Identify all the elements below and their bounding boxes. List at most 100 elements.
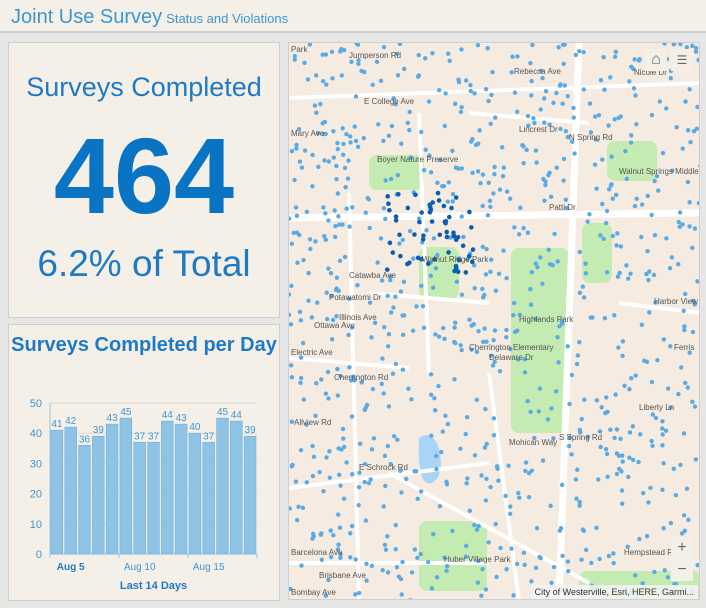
survey-point[interactable] [348,555,353,560]
survey-point[interactable] [540,75,545,81]
survey-point[interactable] [381,504,386,509]
survey-point[interactable] [561,61,566,67]
survey-point[interactable] [565,93,570,99]
survey-point[interactable] [682,528,688,534]
survey-point-selected[interactable] [449,205,454,211]
survey-point-selected[interactable] [470,247,476,252]
survey-point[interactable] [353,592,358,597]
survey-point[interactable] [628,271,633,276]
bar[interactable] [50,429,64,555]
survey-point[interactable] [349,325,355,330]
survey-point[interactable] [581,295,587,300]
survey-point[interactable] [330,76,335,81]
survey-point[interactable] [663,428,669,433]
survey-point[interactable] [369,447,375,452]
survey-point[interactable] [652,233,658,238]
survey-point[interactable] [555,259,560,264]
survey-point[interactable] [603,220,609,226]
survey-point[interactable] [458,109,464,115]
survey-point[interactable] [580,284,585,289]
survey-point[interactable] [289,322,294,327]
survey-point[interactable] [690,329,696,335]
survey-point[interactable] [463,554,469,559]
survey-point[interactable] [400,237,405,242]
survey-point[interactable] [669,255,675,260]
survey-point[interactable] [391,96,396,101]
survey-point[interactable] [652,178,657,184]
survey-point[interactable] [530,43,535,48]
survey-point[interactable] [436,383,441,389]
survey-point[interactable] [556,360,561,365]
survey-point[interactable] [431,285,436,290]
survey-point[interactable] [690,245,695,251]
survey-point[interactable] [291,230,296,236]
survey-point[interactable] [313,73,319,78]
survey-point[interactable] [362,461,368,467]
survey-point[interactable] [640,581,645,586]
survey-point[interactable] [526,495,532,500]
survey-point[interactable] [363,210,368,215]
survey-point[interactable] [428,273,434,278]
survey-point[interactable] [292,57,297,62]
survey-point[interactable] [545,417,551,422]
survey-point[interactable] [385,570,391,575]
survey-point[interactable] [555,334,560,340]
survey-point[interactable] [554,389,559,394]
survey-point[interactable] [501,248,506,253]
survey-point[interactable] [511,593,516,598]
survey-point[interactable] [618,436,623,442]
survey-point[interactable] [641,490,646,496]
survey-point[interactable] [676,261,681,267]
survey-point[interactable] [428,392,434,397]
survey-point-selected[interactable] [455,234,461,240]
survey-point[interactable] [388,274,393,279]
survey-point[interactable] [310,152,315,158]
survey-point[interactable] [289,506,292,511]
survey-point[interactable] [608,427,613,432]
survey-point[interactable] [587,212,592,217]
survey-point[interactable] [529,468,535,473]
bar[interactable] [92,435,105,555]
survey-point[interactable] [318,532,323,537]
survey-point[interactable] [579,416,584,422]
survey-point[interactable] [335,512,341,517]
survey-point[interactable] [617,270,622,276]
survey-point[interactable] [298,447,304,453]
survey-point[interactable] [503,493,508,499]
survey-point[interactable] [307,43,313,47]
survey-point[interactable] [488,353,494,359]
survey-point[interactable] [476,558,481,564]
survey-point[interactable] [609,154,614,159]
survey-point[interactable] [400,332,406,337]
survey-point[interactable] [567,401,572,407]
survey-point[interactable] [499,145,505,150]
survey-point[interactable] [509,546,514,551]
survey-point[interactable] [548,503,553,509]
survey-point[interactable] [342,165,348,171]
survey-point[interactable] [603,410,608,416]
survey-point[interactable] [626,474,631,480]
survey-point[interactable] [594,398,600,403]
survey-point[interactable] [606,553,612,559]
survey-point[interactable] [325,369,331,375]
survey-point[interactable] [694,126,699,131]
survey-point[interactable] [394,564,400,570]
survey-point[interactable] [435,180,440,186]
survey-point[interactable] [611,560,616,566]
survey-point[interactable] [639,234,644,240]
survey-point[interactable] [492,328,498,333]
survey-point[interactable] [549,406,554,411]
survey-point[interactable] [456,166,461,171]
survey-point-selected[interactable] [446,214,452,220]
survey-point[interactable] [629,133,634,138]
survey-point[interactable] [440,325,446,331]
survey-point[interactable] [501,165,507,170]
survey-point[interactable] [534,160,539,165]
survey-point[interactable] [692,404,698,409]
survey-point[interactable] [541,176,546,182]
survey-point[interactable] [660,150,666,156]
survey-point[interactable] [489,257,494,262]
survey-point[interactable] [467,508,473,514]
survey-point[interactable] [471,263,477,268]
survey-point[interactable] [332,208,337,213]
